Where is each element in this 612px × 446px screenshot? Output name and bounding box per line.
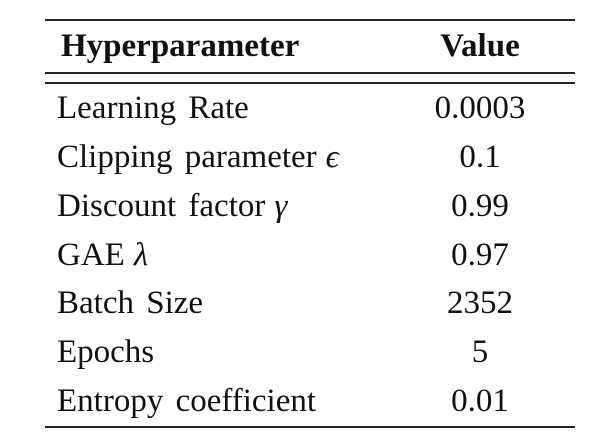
param-value: 0.97 — [451, 236, 509, 273]
param-value: 0.01 — [451, 383, 509, 420]
param-value: 2352 — [447, 285, 513, 322]
param-symbol-gamma: γ — [274, 187, 288, 224]
table-header-row: Hyperparameter Value — [45, 21, 575, 72]
param-value: 0.0003 — [434, 89, 526, 126]
param-cell: GAE λ — [45, 237, 385, 274]
param-cell: Learning Rate — [45, 90, 385, 127]
param-label: Entropy coefficient — [57, 383, 317, 420]
param-symbol-epsilon: ϵ — [325, 138, 339, 175]
param-cell: Discount factor γ — [45, 188, 385, 225]
param-label: Epochs — [57, 334, 155, 371]
param-value: 5 — [471, 334, 489, 371]
param-cell: Entropy coefficient — [45, 383, 385, 420]
param-cell: Clipping parameter ϵ — [45, 139, 385, 176]
param-value: 0.99 — [451, 187, 509, 224]
param-value: 0.1 — [459, 138, 501, 175]
table-header-rule-gap — [45, 74, 575, 82]
table-top-rule — [45, 19, 575, 21]
param-label: GAE — [57, 236, 125, 273]
table-row: Epochs 5 — [45, 328, 575, 377]
table-row: Learning Rate 0.0003 — [45, 84, 575, 133]
table-row: Batch Size 2352 — [45, 279, 575, 328]
table-header-rule-upper — [45, 72, 575, 74]
table-body: Learning Rate 0.0003 Clipping parameter ϵ… — [45, 84, 575, 426]
column-header-value: Value — [440, 28, 520, 64]
param-label: Learning Rate — [57, 89, 249, 126]
param-cell: Batch Size — [45, 285, 385, 322]
column-header-hyperparameter: Hyperparameter — [61, 28, 300, 64]
table-row: Clipping parameter ϵ 0.1 — [45, 133, 575, 182]
table-header-rule-lower — [45, 82, 575, 84]
table-row: Entropy coefficient 0.01 — [45, 377, 575, 426]
param-label: Clipping parameter — [57, 138, 317, 175]
param-label: Batch Size — [57, 285, 204, 322]
table-row: Discount factor γ 0.99 — [45, 182, 575, 231]
param-symbol-lambda: λ — [133, 236, 149, 273]
param-cell: Epochs — [45, 334, 385, 371]
param-label: Discount factor — [57, 187, 266, 224]
table-bottom-rule — [45, 426, 575, 428]
hyperparameter-table: Hyperparameter Value Learning Rate 0.000… — [45, 19, 575, 428]
table-row: GAE λ 0.97 — [45, 231, 575, 280]
